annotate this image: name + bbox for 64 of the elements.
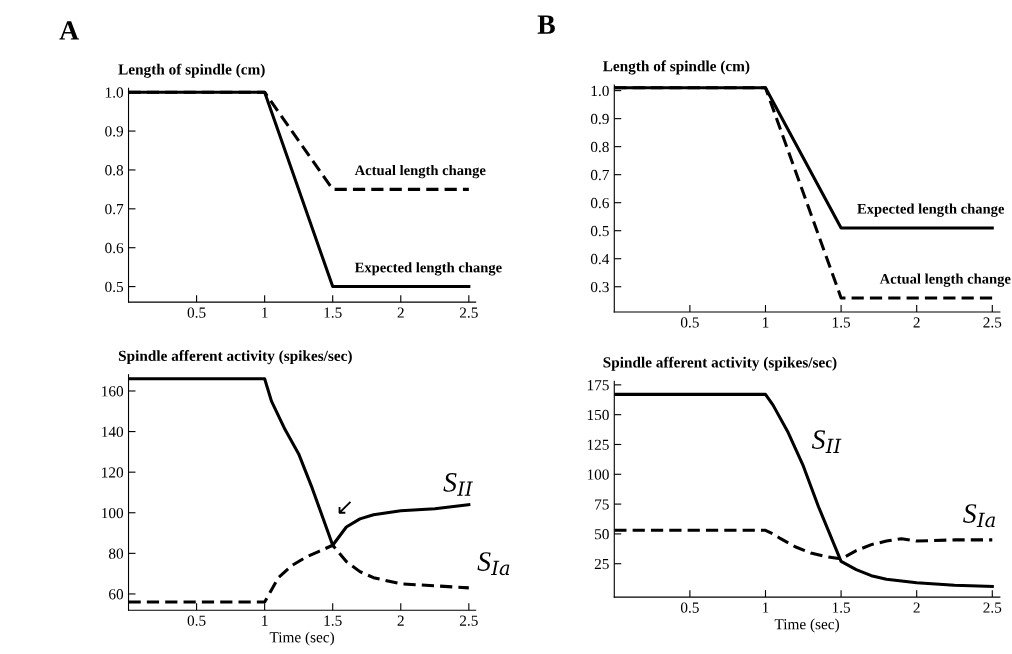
annotation: S$_{II}$ xyxy=(443,473,473,496)
y-tick-label: 0.5 xyxy=(105,281,124,293)
y-tick-label: 175 xyxy=(587,380,609,391)
y-tick-label: 125 xyxy=(587,439,609,450)
x-tick-label: 2.5 xyxy=(459,307,478,318)
x-tick-label: 2 xyxy=(913,317,920,328)
x-axis-title: Time (sec) xyxy=(269,631,335,646)
y-tick-label: 160 xyxy=(102,386,124,397)
x-tick-label: 2.5 xyxy=(983,317,1002,328)
x-tick-label: 1.5 xyxy=(832,602,851,613)
y-tick-label: 80 xyxy=(108,548,124,559)
y-tick-label: 0.8 xyxy=(590,141,609,153)
y-tick-label: 0.9 xyxy=(590,113,609,125)
annotation: S$_{Ia}$ xyxy=(477,552,510,576)
annotation: Expected length change xyxy=(857,203,1005,217)
x-tick-label: 1 xyxy=(763,317,769,328)
x-tick-label: 1.5 xyxy=(324,615,342,626)
text: A xyxy=(59,21,79,40)
y-tick-label: 0.6 xyxy=(590,197,609,209)
x-tick-label: 2 xyxy=(397,307,404,318)
chart-title: Length of spindle (cm) xyxy=(118,63,265,78)
y-tick-label: 0.6 xyxy=(105,242,124,254)
y-tick-label: 150 xyxy=(587,409,609,421)
x-tick-label: 2.5 xyxy=(983,602,1002,613)
chart-title: Length of spindle (cm) xyxy=(602,60,750,75)
x-tick-label: 0.5 xyxy=(187,307,206,318)
y-tick-label: 100 xyxy=(102,507,124,519)
y-tick-label: 50 xyxy=(595,529,609,540)
x-tick-label: 0.5 xyxy=(680,602,699,613)
chart-title: Spindle afferent activity (spikes/sec) xyxy=(118,350,352,365)
x-tick-label: 1 xyxy=(262,307,268,318)
annotation: Expected length change xyxy=(354,262,502,276)
y-tick-label: 1.0 xyxy=(591,85,609,97)
annotation: S$_{Ia}$ xyxy=(963,504,995,528)
y-tick-label: 0.4 xyxy=(590,253,610,265)
x-tick-label: 0.5 xyxy=(680,317,699,328)
x-tick-label: 0.5 xyxy=(187,615,206,626)
annotation: Actual length change xyxy=(879,273,1011,287)
chart-title: Spindle afferent activity (spikes/sec) xyxy=(603,356,837,371)
y-tick-label: 0.5 xyxy=(590,225,609,237)
y-tick-label: 0.3 xyxy=(590,281,609,293)
x-tick-label: 1.5 xyxy=(832,317,851,328)
x-tick-label: 1 xyxy=(763,602,769,613)
x-tick-label: 1.5 xyxy=(324,307,342,318)
x-tick-label: 2 xyxy=(397,615,404,626)
y-tick-label: 0.7 xyxy=(590,169,609,181)
y-tick-label: 0.7 xyxy=(105,203,124,215)
y-tick-label: 100 xyxy=(587,469,609,480)
x-tick-label: 2.5 xyxy=(459,615,478,626)
annotation: Actual length change xyxy=(354,164,486,179)
text: B xyxy=(537,15,555,34)
x-axis-title: Time (sec) xyxy=(774,618,839,633)
y-tick-label: 1.0 xyxy=(105,87,124,98)
x-tick-label: 1 xyxy=(262,615,268,626)
y-tick-label: 75 xyxy=(595,499,609,510)
y-tick-label: 60 xyxy=(109,589,124,600)
y-tick-label: 0.8 xyxy=(105,165,124,176)
x-tick-label: 2 xyxy=(913,602,920,613)
y-tick-label: 140 xyxy=(102,426,124,438)
y-tick-label: 25 xyxy=(594,558,609,570)
annotation: S$_{II}$ xyxy=(811,430,842,454)
y-tick-label: 120 xyxy=(102,467,124,478)
annotation: ↙ xyxy=(338,501,352,514)
y-tick-label: 0.9 xyxy=(105,126,124,137)
